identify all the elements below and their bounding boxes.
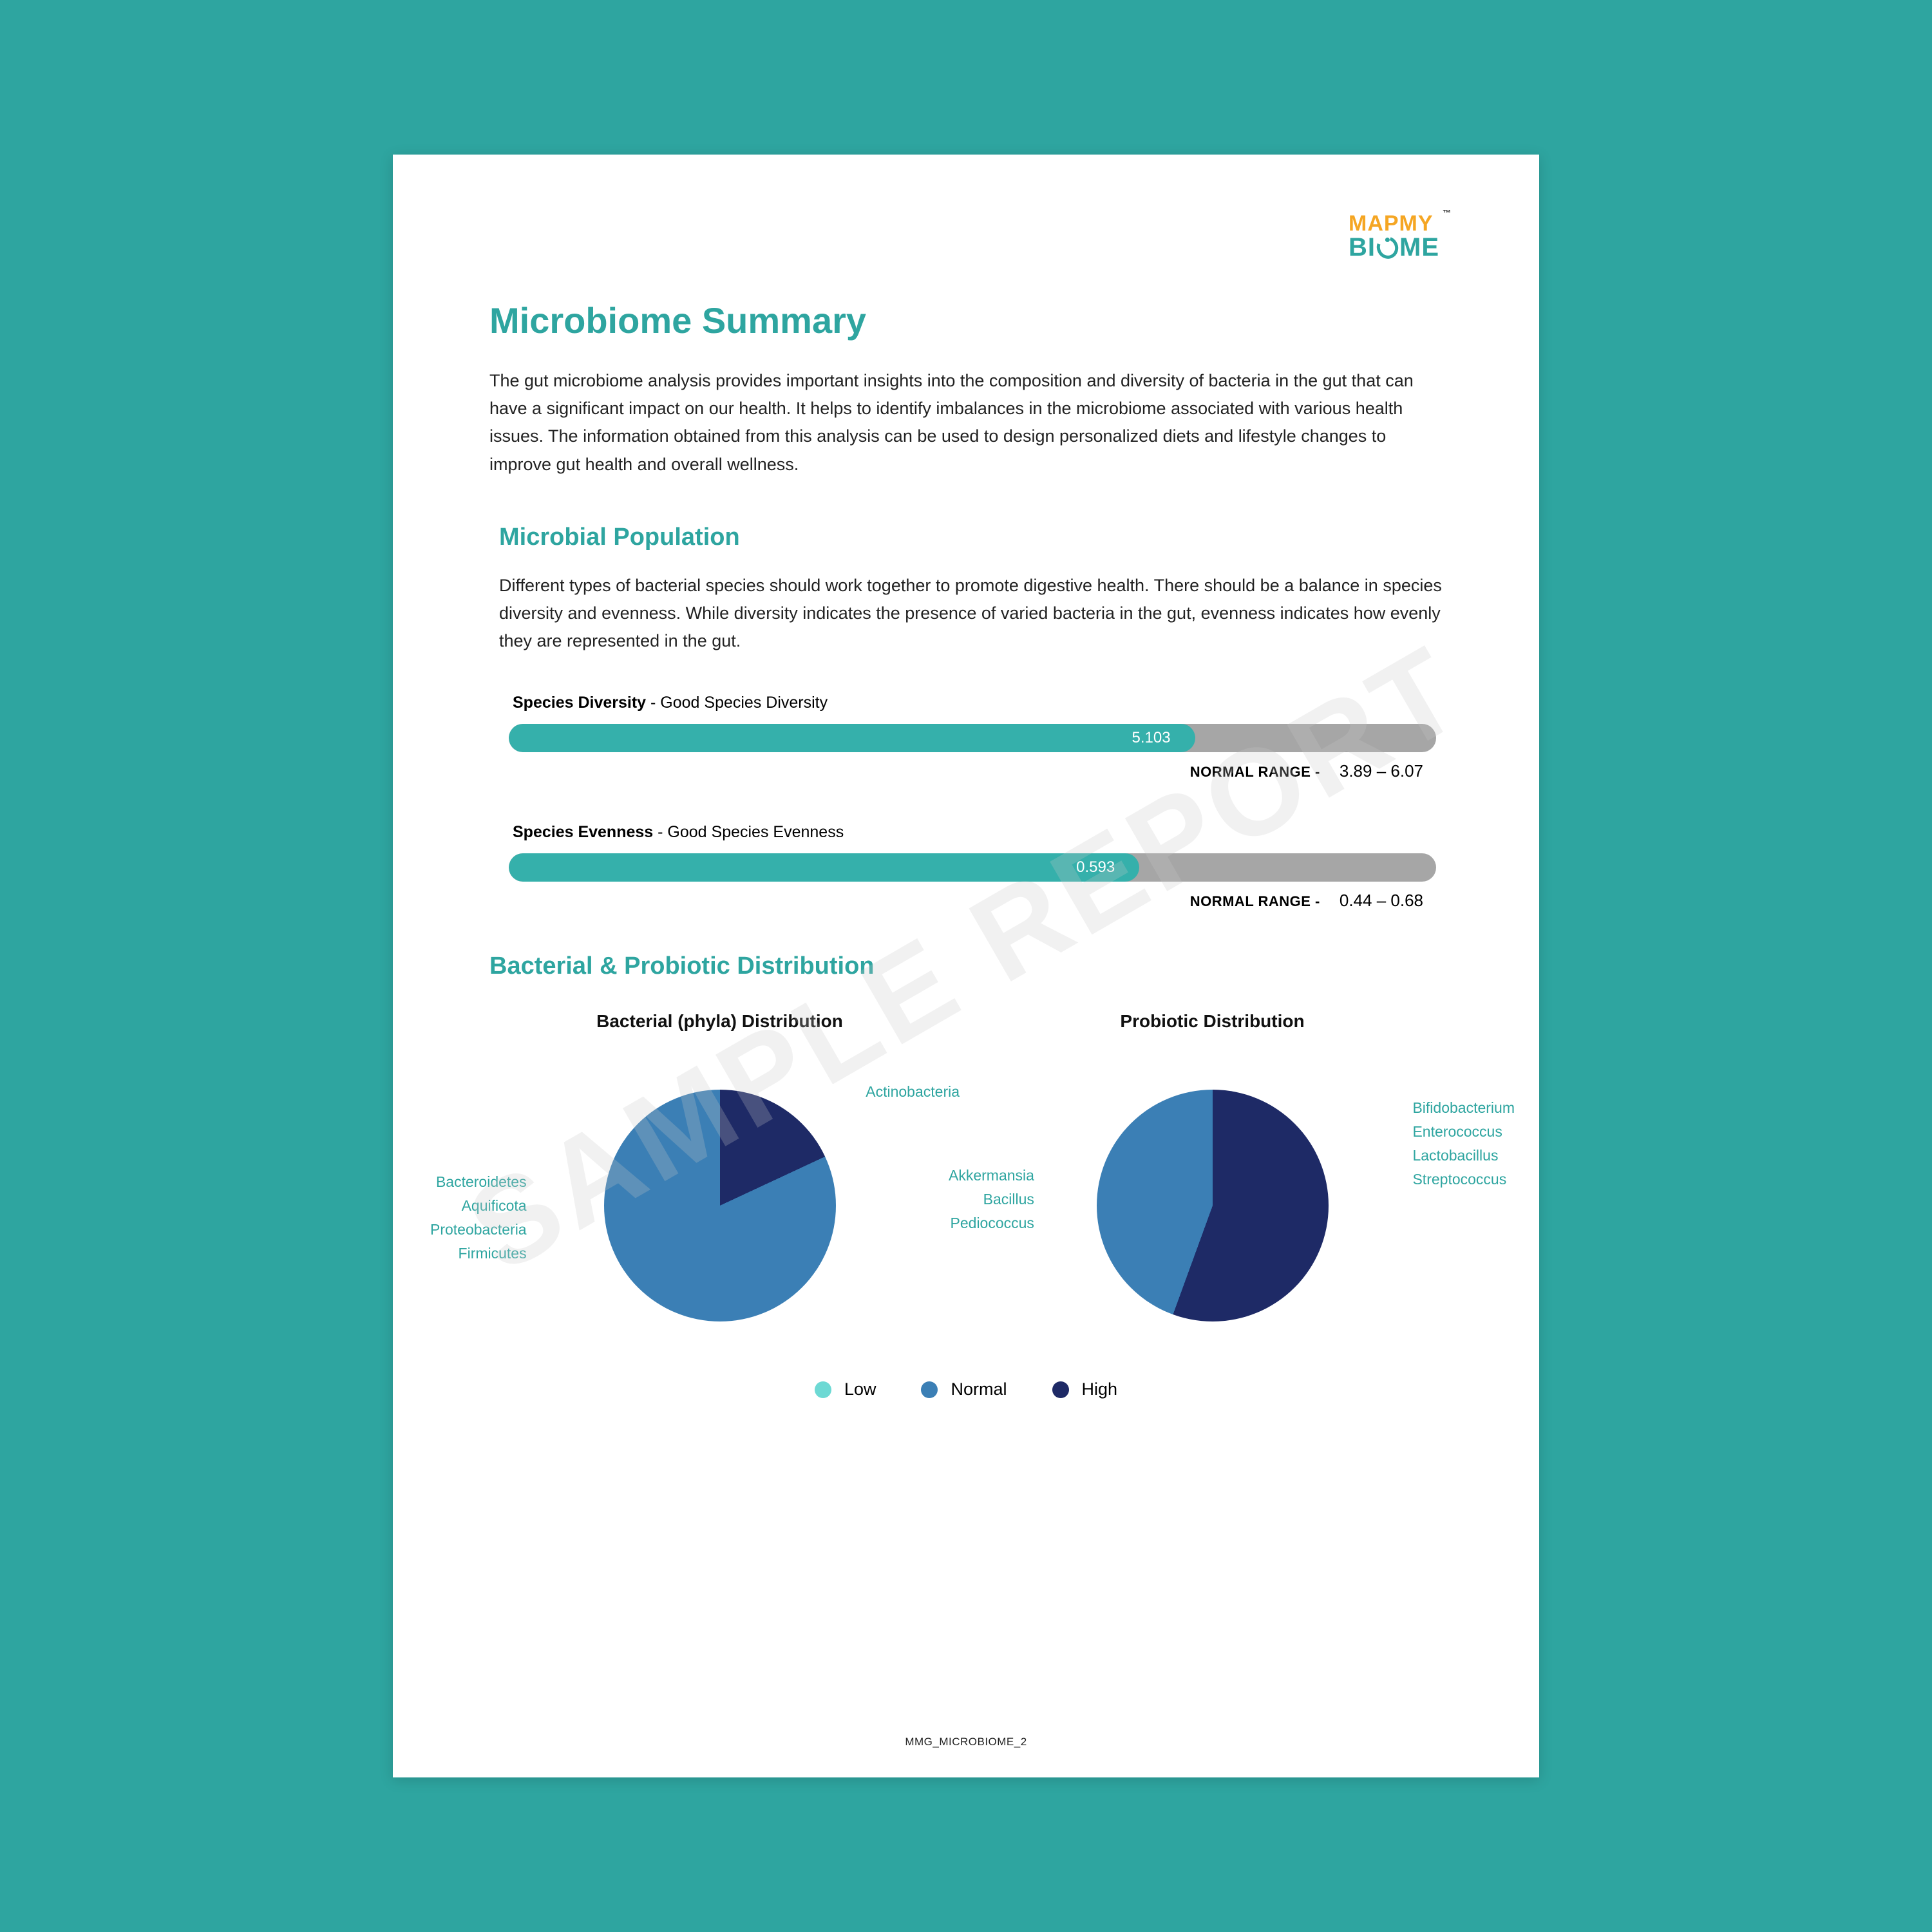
metric-block: Species Evenness - Good Species Evenness…	[509, 823, 1436, 911]
range-value: 3.89 – 6.07	[1340, 761, 1423, 781]
bar-fill: 5.103	[509, 724, 1195, 752]
legend-swatch	[815, 1381, 831, 1398]
distribution-heading: Bacterial & Probiotic Distribution	[489, 952, 1443, 980]
legend-item: Normal	[921, 1379, 1007, 1399]
range-label: NORMAL RANGE -	[1190, 893, 1320, 910]
pie-chart-2	[1097, 1090, 1329, 1321]
normal-range-row: NORMAL RANGE - 3.89 – 6.07	[509, 761, 1436, 781]
metric-label: Species Evenness - Good Species Evenness	[513, 823, 1436, 842]
globe-dot-icon	[1385, 236, 1390, 242]
logo-prefix: BI	[1349, 234, 1376, 260]
pie2-label-left: AkkermansiaBacillusPediococcus	[949, 1164, 1034, 1235]
legend-swatch	[1052, 1381, 1069, 1398]
logo-suffix: ME	[1399, 234, 1439, 260]
intro-paragraph: The gut microbiome analysis provides imp…	[489, 367, 1443, 478]
bar-value: 0.593	[1076, 858, 1139, 876]
metrics-container: Species Diversity - Good Species Diversi…	[489, 694, 1443, 911]
range-value: 0.44 – 0.68	[1340, 891, 1423, 911]
trademark-symbol: ™	[1443, 209, 1451, 217]
legend-label: High	[1082, 1379, 1118, 1399]
bar-value: 5.103	[1132, 729, 1195, 747]
bar-track: 0.593	[509, 853, 1436, 882]
report-page: SAMPLE REPORT ™ MAPMY BI ME Microbiome S…	[393, 155, 1539, 1777]
brand-logo: ™ MAPMY BI ME	[1349, 213, 1439, 260]
chart1-title: Bacterial (phyla) Distribution	[489, 1011, 950, 1032]
normal-range-row: NORMAL RANGE - 0.44 – 0.68	[509, 891, 1436, 911]
probiotic-distribution-chart: Probiotic Distribution BifidobacteriumEn…	[982, 1011, 1443, 1341]
logo-line-1: MAPMY	[1349, 213, 1439, 234]
legend-label: Low	[844, 1379, 876, 1399]
pie-wrap-1: Actinobacteria BacteroidetesAquificotaPr…	[489, 1070, 950, 1341]
population-heading: Microbial Population	[499, 524, 1443, 551]
pie2-label-right: BifidobacteriumEnterococcusLactobacillus…	[1412, 1096, 1515, 1191]
bacterial-distribution-chart: Bacterial (phyla) Distribution Actinobac…	[489, 1011, 950, 1341]
population-text: Different types of bacterial species sho…	[499, 572, 1443, 656]
legend-item: High	[1052, 1379, 1118, 1399]
metric-label: Species Diversity - Good Species Diversi…	[513, 694, 1436, 712]
page-footer: MMG_MICROBIOME_2	[393, 1736, 1539, 1748]
chart2-title: Probiotic Distribution	[982, 1011, 1443, 1032]
legend: Low Normal High	[489, 1379, 1443, 1399]
pie-wrap-2: BifidobacteriumEnterococcusLactobacillus…	[982, 1070, 1443, 1341]
legend-label: Normal	[951, 1379, 1007, 1399]
legend-swatch	[921, 1381, 938, 1398]
metric-block: Species Diversity - Good Species Diversi…	[509, 694, 1436, 781]
pie1-label-right: Actinobacteria	[866, 1080, 960, 1104]
bar-fill: 0.593	[509, 853, 1139, 882]
pie-chart-1	[604, 1090, 836, 1321]
range-label: NORMAL RANGE -	[1190, 764, 1320, 781]
pie1-label-left: BacteroidetesAquificotaProteobacteriaFir…	[430, 1170, 527, 1265]
globe-icon	[1373, 232, 1402, 262]
charts-row: Bacterial (phyla) Distribution Actinobac…	[489, 1011, 1443, 1341]
logo-line-2: BI ME	[1349, 234, 1439, 260]
page-title: Microbiome Summary	[489, 299, 1443, 341]
bar-track: 5.103	[509, 724, 1436, 752]
legend-item: Low	[815, 1379, 876, 1399]
